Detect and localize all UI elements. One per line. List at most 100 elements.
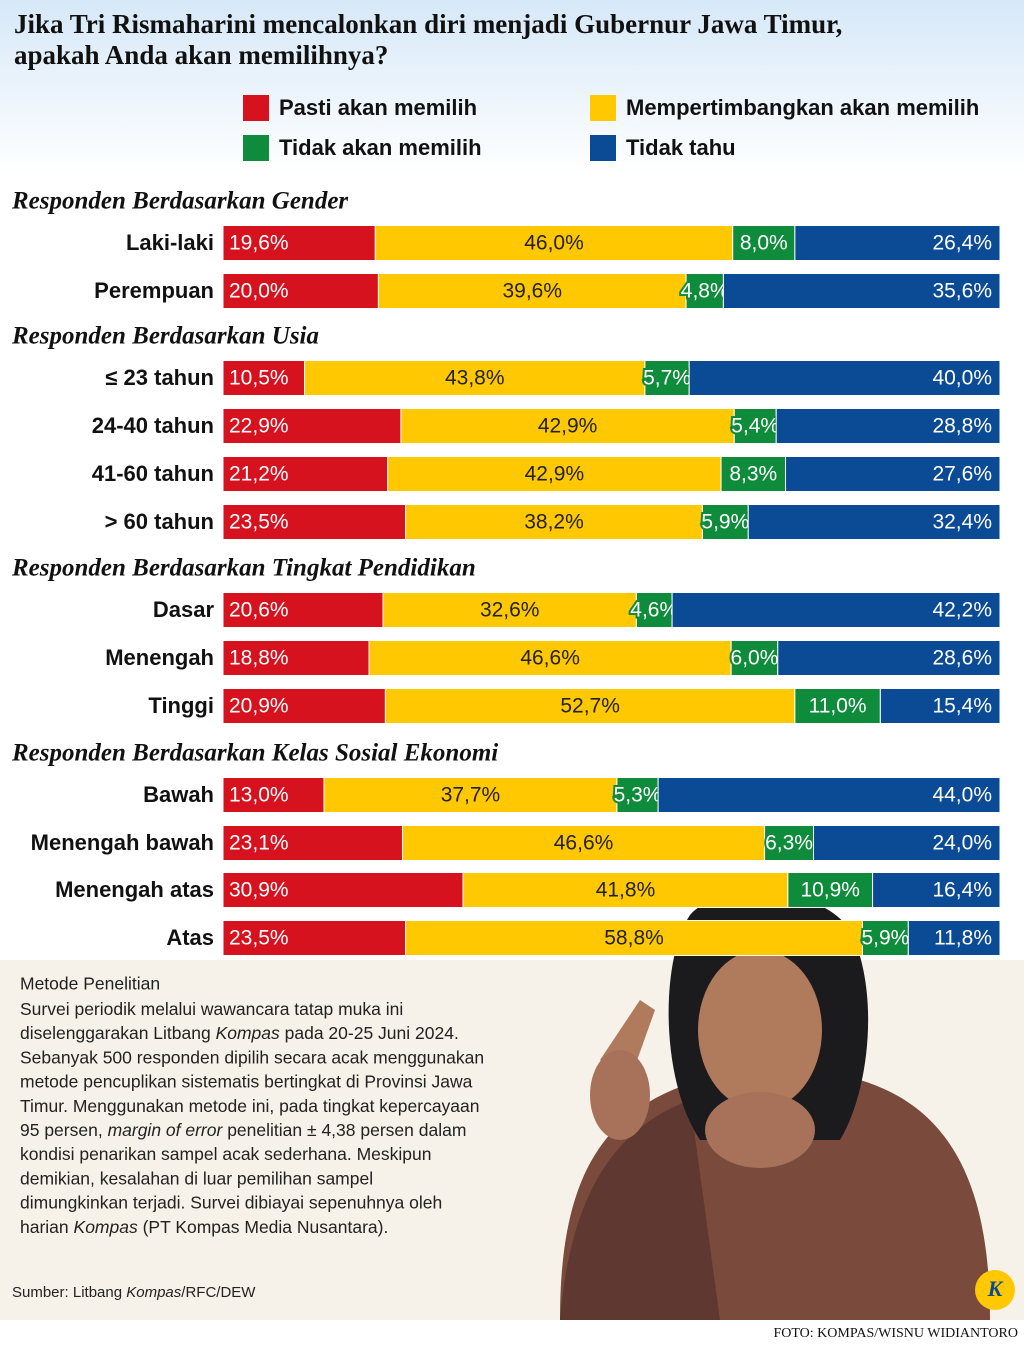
bar-segment — [400, 408, 735, 444]
value-label: 8,0% — [740, 232, 788, 255]
bar-segment — [747, 504, 1001, 540]
bar-segment — [222, 777, 325, 813]
group-title: Responden Berdasarkan Usia — [11, 323, 319, 350]
category-label: Tinggi — [148, 693, 214, 718]
legend-label: Pasti akan memilih — [279, 95, 477, 120]
bar-segment — [794, 225, 1001, 261]
value-label: 42,9% — [525, 463, 585, 486]
value-label: 24,0% — [932, 832, 992, 855]
method-text: metode pencuplikan sistematis bertingkat… — [20, 1071, 473, 1091]
category-label: ≤ 23 tahun — [105, 365, 214, 390]
bar-segment — [401, 825, 766, 861]
value-label: 38,2% — [524, 511, 584, 534]
value-label: 23,5% — [229, 927, 289, 950]
value-label: 11,0% — [809, 695, 867, 718]
value-label: 58,8% — [604, 927, 664, 950]
bar-segment — [222, 504, 407, 540]
logo: K — [987, 1276, 1004, 1301]
legend-swatch — [243, 95, 269, 121]
value-label: 28,6% — [932, 647, 992, 670]
method-line: Timur. Menggunakan metode ini, pada ting… — [20, 1095, 480, 1115]
bar-segment — [222, 825, 403, 861]
value-label: 11,8% — [934, 927, 992, 950]
group-title: Responden Berdasarkan Tingkat Pendidikan — [11, 555, 476, 582]
value-label: 46,0% — [524, 232, 584, 255]
value-label: 30,9% — [229, 879, 289, 902]
bar-segment — [644, 360, 690, 396]
legend-label: Tidak tahu — [626, 135, 736, 160]
bar-segment — [671, 592, 1001, 628]
bar-segment — [907, 920, 1001, 956]
value-label: 21,2% — [229, 463, 289, 486]
value-label: 23,1% — [229, 832, 289, 855]
bar-segment — [405, 504, 703, 540]
bar-segment — [764, 825, 815, 861]
value-label: 6,0% — [731, 647, 779, 670]
bar-segment — [722, 273, 1001, 309]
value-label: 42,9% — [538, 415, 598, 438]
bar-segment — [720, 456, 787, 492]
category-label: Bawah — [143, 782, 214, 807]
method-heading: Metode Penelitian — [20, 974, 160, 994]
method-line: kondisi penarikan sampel acak sederhana.… — [20, 1144, 432, 1164]
method-text: margin of error — [108, 1120, 224, 1140]
source: Sumber: Litbang Kompas/RFC/DEW — [12, 1284, 256, 1301]
value-label: 22,9% — [229, 415, 289, 438]
value-label: 40,0% — [932, 367, 992, 390]
bar-segment — [222, 920, 407, 956]
value-label: 10,5% — [229, 367, 289, 390]
value-label: 28,8% — [932, 415, 992, 438]
value-label: 46,6% — [520, 647, 580, 670]
source-text: /RFC/DEW — [181, 1284, 256, 1301]
method-text: demikian, kesalahan di luar pemilihan sa… — [20, 1168, 373, 1188]
bar-segment — [879, 688, 1001, 724]
method-text: kondisi penarikan sampel acak sederhana.… — [20, 1144, 432, 1164]
bar-segment — [377, 273, 687, 309]
bar-segment — [787, 872, 874, 908]
method-text: Survei periodik melalui wawancara tatap … — [20, 999, 403, 1019]
category-label: Perempuan — [94, 278, 214, 303]
value-label: 32,4% — [932, 511, 992, 534]
value-label: 13,0% — [229, 784, 289, 807]
value-label: 41,8% — [596, 879, 656, 902]
category-label: Menengah bawah — [31, 830, 214, 855]
bar-segment — [222, 456, 389, 492]
method-text: 95 persen, — [20, 1120, 108, 1140]
legend-label: Mempertimbangkan akan memilih — [626, 95, 979, 120]
value-label: 42,2% — [932, 599, 992, 622]
bar-segment — [733, 408, 777, 444]
value-label: 20,0% — [229, 280, 289, 303]
value-label: 8,3% — [729, 463, 777, 486]
bar-segment — [688, 360, 1001, 396]
category-label: Menengah — [105, 645, 214, 670]
bar-segment — [222, 640, 370, 676]
source-text: Sumber: Litbang — [12, 1284, 126, 1301]
method-text: pada 20-25 Juni 2024. — [280, 1023, 459, 1043]
value-label: 5,9% — [861, 927, 909, 950]
method-line: dimungkinkan terjadi. Survei dibiayai se… — [20, 1192, 442, 1212]
method-text: Timur. Menggunakan metode ini, pada ting… — [20, 1095, 480, 1115]
category-label: > 60 tahun — [105, 509, 214, 534]
legend-swatch — [243, 135, 269, 161]
value-label: 52,7% — [560, 695, 620, 718]
bar-segment — [405, 920, 863, 956]
value-label: 4,8% — [681, 280, 729, 303]
category-label: Atas — [166, 925, 214, 950]
method-line: Sebanyak 500 responden dipilih secara ac… — [20, 1047, 484, 1067]
method-line: harian Kompas (PT Kompas Media Nusantara… — [20, 1216, 388, 1236]
value-label: 19,6% — [229, 232, 289, 255]
method-text: (PT Kompas Media Nusantara). — [138, 1216, 389, 1236]
bar-segment — [657, 777, 1001, 813]
bar-segment — [384, 688, 796, 724]
method-line: diselenggarakan Litbang Kompas pada 20-2… — [20, 1023, 459, 1043]
method-text: penelitian ± 4,38 persen dalam — [222, 1120, 466, 1140]
value-label: 43,8% — [445, 367, 505, 390]
group-title: Responden Berdasarkan Gender — [11, 188, 348, 215]
value-label: 44,0% — [932, 784, 992, 807]
value-label: 10,9% — [800, 879, 860, 902]
bar-segment — [222, 408, 402, 444]
bar-segment — [222, 225, 376, 261]
bar-segment — [794, 688, 881, 724]
category-label: 24-40 tahun — [92, 413, 214, 438]
